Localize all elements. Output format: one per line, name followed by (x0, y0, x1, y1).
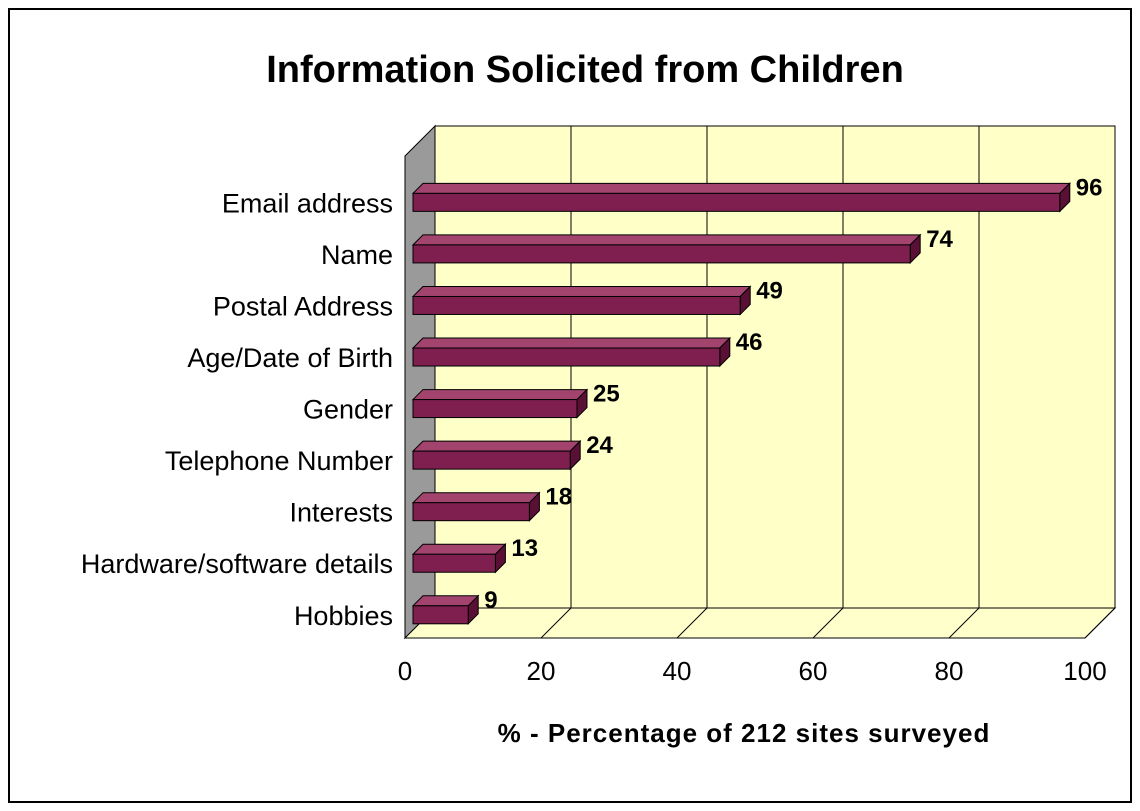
x-tick-label: 40 (663, 656, 692, 686)
plot-floor (403, 607, 1117, 639)
gridline-floor (812, 607, 844, 639)
value-label: 46 (736, 329, 763, 356)
gridline-floor (1084, 607, 1116, 639)
bar (411, 491, 541, 522)
category-label: Name (321, 240, 393, 270)
value-label: 49 (756, 277, 783, 304)
bar (411, 285, 752, 316)
value-label: 24 (586, 432, 613, 459)
bar (411, 182, 1072, 213)
bar (411, 233, 922, 265)
x-tick-label: 0 (398, 656, 412, 686)
value-label: 25 (593, 381, 620, 408)
value-label: 74 (926, 226, 953, 253)
chart-title: Information Solicited from Children (266, 49, 904, 91)
gridline-floor (676, 607, 708, 639)
bar-top-face (411, 337, 732, 349)
bar-top-face (411, 543, 507, 555)
category-label: Postal Address (213, 291, 393, 321)
x-tick-label: 60 (799, 656, 828, 686)
chart-frame: Information Solicited from Children Emai… (8, 8, 1132, 803)
bar-front-face (412, 347, 721, 367)
bar-front-face (412, 192, 1061, 212)
bar-front-face (412, 450, 571, 470)
bar-top-face (411, 389, 589, 401)
bar-top-face (411, 595, 480, 607)
value-label: 96 (1076, 174, 1103, 201)
bar-front-face (412, 605, 469, 625)
value-label: 13 (511, 535, 538, 562)
bar (411, 439, 582, 471)
x-tick-label: 20 (527, 656, 556, 686)
bar-front-face (412, 244, 911, 264)
bar (411, 594, 480, 626)
category-label: Telephone Number (165, 446, 393, 476)
bar-top-face (411, 492, 541, 504)
x-tick-label: 100 (1063, 656, 1106, 686)
x-axis-label: % - Percentage of 212 sites surveyed (498, 718, 991, 748)
bar-front-face (412, 399, 578, 419)
bar (411, 388, 589, 419)
bar-front-face (412, 502, 530, 522)
value-label: 9 (484, 587, 497, 614)
value-label: 18 (545, 484, 572, 511)
category-label: Gender (303, 395, 393, 425)
category-label: Hobbies (294, 601, 393, 631)
bar-top-face (411, 440, 582, 452)
bar-front-face (412, 553, 496, 573)
bar-front-face (412, 295, 741, 315)
bar-top-face (411, 285, 752, 297)
category-label: Interests (289, 498, 393, 528)
bar-top-face (411, 234, 922, 246)
bar (411, 543, 507, 574)
category-label: Hardware/software details (81, 549, 393, 579)
bar (411, 336, 732, 368)
x-tick-label: 80 (935, 656, 964, 686)
category-label: Email address (222, 188, 393, 218)
category-label: Age/Date of Birth (187, 343, 393, 373)
gridline-floor (948, 607, 980, 639)
gridline-floor (540, 607, 572, 639)
bar-top-face (411, 182, 1072, 194)
bar-chart: Information Solicited from Children Emai… (81, 49, 1117, 748)
